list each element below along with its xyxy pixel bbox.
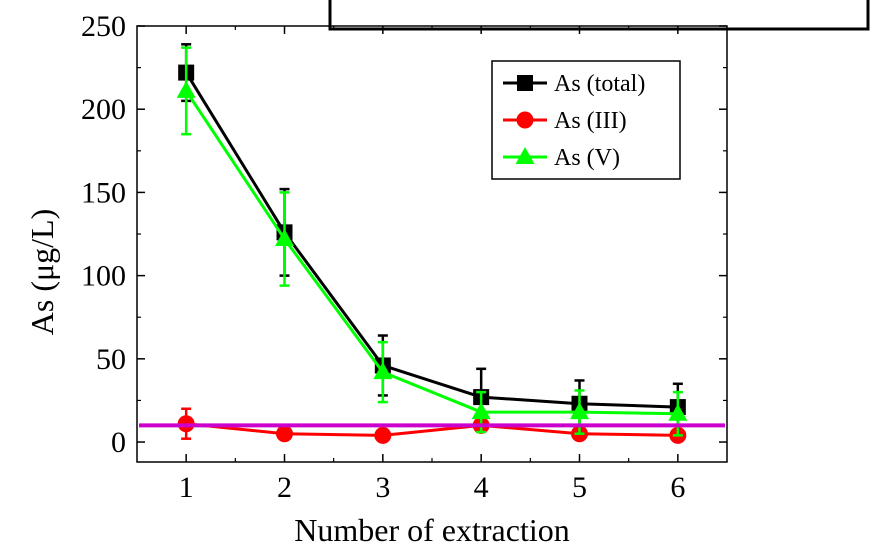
legend: As (total) As (III) As (V) <box>491 60 681 180</box>
data-point <box>373 362 393 380</box>
x-tick-label: 4 <box>474 471 489 504</box>
legend-marker <box>517 75 533 91</box>
legend-label: As (total) <box>554 71 645 97</box>
legend-label: As (V) <box>554 145 620 171</box>
y-axis-label: As (μg/L) <box>24 209 60 335</box>
y-tick-label: 150 <box>81 176 126 209</box>
x-axis-label: Number of extraction <box>294 512 569 548</box>
plot-area <box>139 43 725 444</box>
data-point <box>471 402 491 420</box>
x-tick-label: 2 <box>277 471 292 504</box>
x-tick-label: 1 <box>179 471 194 504</box>
data-point <box>276 425 293 443</box>
series-2 <box>176 46 688 437</box>
data-point <box>176 80 196 98</box>
legend-marker <box>516 111 534 129</box>
y-tick-label: 50 <box>96 343 126 376</box>
legend-label: As (III) <box>554 108 627 134</box>
caption-box <box>328 0 870 31</box>
data-point <box>374 426 392 444</box>
legend-entry: As (total) <box>503 71 645 97</box>
x-tick-label: 3 <box>375 471 390 504</box>
ticks: 1 2 3 4 5 6 0 50 100 150 200 250 <box>81 10 727 504</box>
x-tick-label: 6 <box>670 471 685 504</box>
y-tick-label: 250 <box>81 10 126 43</box>
series-line <box>186 422 678 437</box>
series-line <box>184 90 678 416</box>
y-tick-label: 0 <box>111 426 126 459</box>
x-tick-label: 5 <box>572 471 587 504</box>
data-point <box>275 229 294 247</box>
data-point <box>668 403 688 421</box>
series-line <box>184 71 678 409</box>
legend-entry: As (V) <box>503 145 620 171</box>
legend-marker <box>515 147 535 164</box>
data-point <box>570 402 589 420</box>
y-tick-label: 200 <box>81 93 126 126</box>
y-tick-label: 100 <box>81 260 126 293</box>
legend-entry: As (III) <box>503 108 627 134</box>
